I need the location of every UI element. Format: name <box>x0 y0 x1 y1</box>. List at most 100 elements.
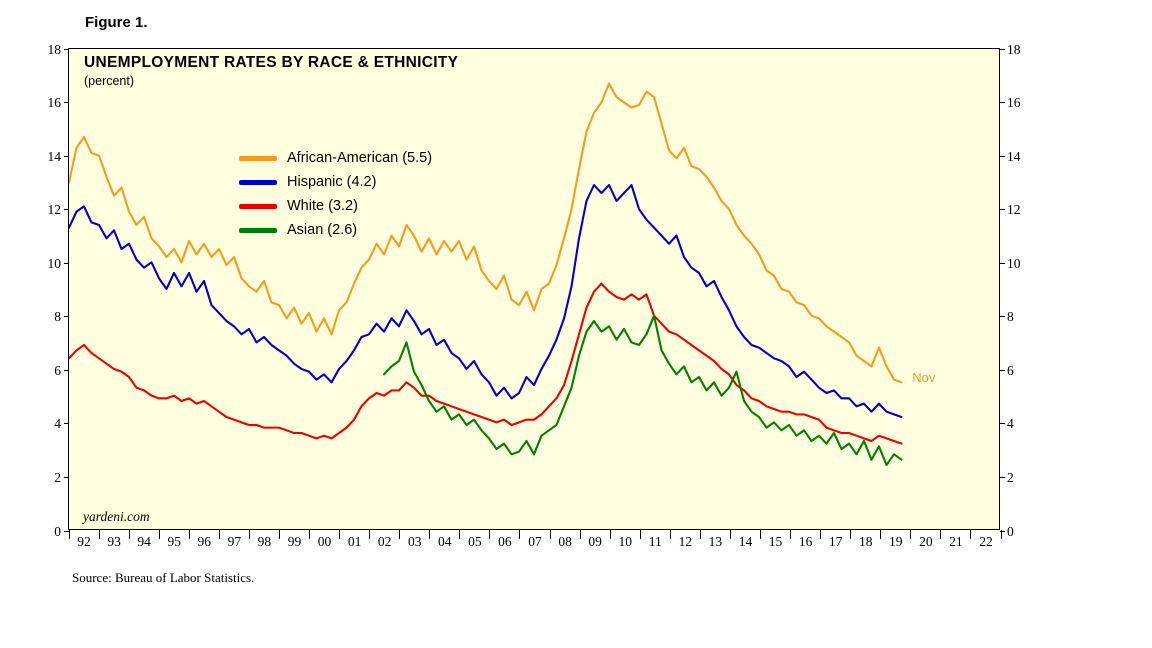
x-axis-tick-mark <box>429 530 431 539</box>
source-note: Source: Bureau of Labor Statistics. <box>72 570 255 585</box>
x-axis-tick-mark <box>669 530 671 539</box>
y-axis-tick-label-left: 16 <box>47 95 62 111</box>
y-axis-tick-mark-right <box>999 530 1005 532</box>
x-axis-tick-mark <box>68 530 70 539</box>
x-axis-tick-mark <box>128 530 130 539</box>
x-axis-tick-label: 08 <box>558 534 572 549</box>
y-axis-tick-mark-right <box>999 476 1005 478</box>
chart-title: UNEMPLOYMENT RATES BY RACE & ETHNICITY <box>84 54 459 71</box>
x-axis-tick-label: 96 <box>197 534 212 549</box>
x-axis-tick-label: 20 <box>919 534 933 549</box>
legend-swatch-asian <box>239 227 277 233</box>
x-axis-tick-mark <box>218 530 220 539</box>
y-axis-tick-label-left: 4 <box>54 416 61 432</box>
x-axis-tick-mark <box>248 530 250 539</box>
x-axis-tick-label: 10 <box>618 534 632 549</box>
x-axis-tick-mark <box>970 530 972 539</box>
x-axis-tick-mark <box>639 530 641 539</box>
y-axis-tick-mark-left <box>63 48 69 50</box>
y-axis-tick-label-right: 4 <box>1007 416 1014 432</box>
y-axis-tick-label-left: 14 <box>47 148 62 164</box>
chart-title-block: UNEMPLOYMENT RATES BY RACE & ETHNICITY (… <box>84 54 458 88</box>
series-line-african-american <box>69 82 903 384</box>
x-axis-tick-mark <box>699 530 701 539</box>
y-axis-tick-label-left: 18 <box>47 41 62 57</box>
y-axis-tick-mark-right <box>999 262 1005 264</box>
y-axis-tick-label-right: 10 <box>1007 255 1021 271</box>
x-axis-tick-mark <box>309 530 311 539</box>
x-axis-tick-mark <box>940 530 942 539</box>
legend-swatch-white <box>239 203 277 209</box>
x-axis-tick-label: 94 <box>137 534 151 549</box>
chart-legend: African-American (5.5) Hispanic (4.2) Whit… <box>239 146 432 242</box>
y-axis-tick-mark-right <box>999 48 1005 50</box>
chart-subtitle: (percent) <box>84 74 135 88</box>
series-line-asian <box>382 314 903 467</box>
y-axis-tick-mark-left <box>63 316 69 318</box>
x-axis-tick-label: 18 <box>858 534 873 549</box>
y-axis-tick-label-left: 12 <box>47 202 62 218</box>
y-axis-tick-mark-left <box>63 102 69 104</box>
x-axis-tick-label: 93 <box>107 534 121 549</box>
y-axis-tick-mark-left <box>63 530 69 532</box>
chart-plot-area: UNEMPLOYMENT RATES BY RACE & ETHNICITY (… <box>48 42 1021 549</box>
y-axis-tick-mark-right <box>999 316 1005 318</box>
x-axis-tick-mark <box>910 530 912 539</box>
y-axis-tick-mark-right <box>999 155 1005 157</box>
figure-label: Figure 1. <box>85 14 148 31</box>
x-axis-tick-label: 13 <box>708 534 723 549</box>
x-axis-tick-label: 98 <box>257 534 272 549</box>
x-axis-tick-mark <box>579 530 581 539</box>
legend-label-white: White (3.2) <box>287 198 358 214</box>
y-axis-tick-label-right: 14 <box>1007 148 1021 164</box>
y-axis-tick-label-right: 2 <box>1007 469 1014 485</box>
x-axis-tick-label: 15 <box>768 534 783 549</box>
y-axis-tick-mark-right <box>999 209 1005 211</box>
series-line-white <box>69 282 903 445</box>
y-axis-tick-label-left: 6 <box>54 362 61 378</box>
x-axis-tick-mark <box>549 530 551 539</box>
x-axis-tick-mark <box>369 530 371 539</box>
legend-swatch-african-american <box>239 155 277 161</box>
y-axis-tick-label-left: 0 <box>54 523 61 539</box>
y-axis-tick-label-right: 18 <box>1007 41 1021 57</box>
x-axis-tick-label: 09 <box>588 534 602 549</box>
y-axis-tick-label-right: 6 <box>1007 362 1014 378</box>
x-axis-tick-label: 21 <box>949 534 963 549</box>
x-axis-tick-mark <box>339 530 341 539</box>
x-axis-tick-mark <box>399 530 401 539</box>
x-axis-tick-label: 14 <box>738 534 753 549</box>
y-axis-tick-mark-left <box>63 262 69 264</box>
y-axis-tick-mark-right <box>999 369 1005 371</box>
x-axis-tick-label: 02 <box>377 534 392 549</box>
x-axis-tick-label: 97 <box>227 534 242 549</box>
x-axis-tick-mark <box>98 530 100 539</box>
series-line-hispanic <box>69 183 903 419</box>
x-axis-tick-label: 95 <box>167 534 181 549</box>
x-axis-tick-label: 92 <box>77 534 91 549</box>
x-axis-tick-label: 05 <box>468 534 482 549</box>
chart-series-canvas <box>69 82 903 467</box>
legend-item-white: White (3.2) <box>239 194 432 218</box>
x-axis-tick-label: 01 <box>347 534 362 549</box>
x-axis-tick-mark <box>519 530 521 539</box>
y-axis-tick-mark-left <box>63 423 69 425</box>
x-axis-tick-mark <box>729 530 731 539</box>
x-axis-tick-label: 99 <box>287 534 302 549</box>
y-axis-tick-mark-right <box>999 423 1005 425</box>
y-axis-tick-label-left: 8 <box>54 309 61 325</box>
x-axis-tick-label: 22 <box>979 534 993 549</box>
y-axis-tick-mark-left <box>63 209 69 211</box>
y-axis-tick-label-left: 2 <box>54 469 61 485</box>
y-axis-tick-mark-left <box>63 155 69 157</box>
legend-label-hispanic: Hispanic (4.2) <box>287 174 377 190</box>
x-axis-tick-mark <box>820 530 822 539</box>
legend-item-asian: Asian (2.6) <box>239 218 432 242</box>
x-axis-tick-label: 11 <box>648 534 662 549</box>
x-axis-tick-mark <box>790 530 792 539</box>
x-axis-tick-mark <box>609 530 611 539</box>
legend-label-african-american: African-American (5.5) <box>287 150 433 166</box>
y-axis-tick-label-right: 0 <box>1007 523 1014 539</box>
x-axis-tick-label: 06 <box>498 534 512 549</box>
x-axis-tick-label: 17 <box>828 534 843 549</box>
